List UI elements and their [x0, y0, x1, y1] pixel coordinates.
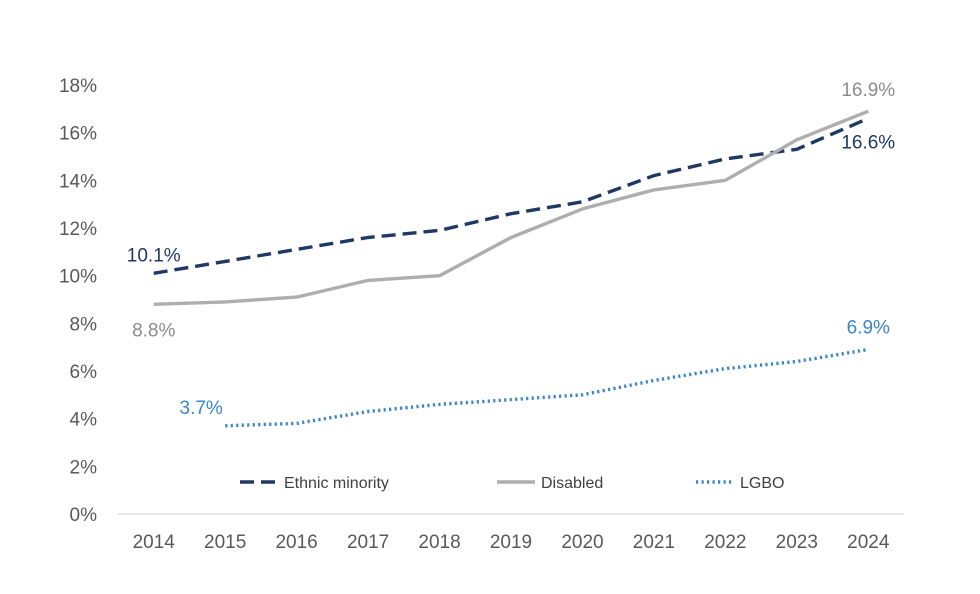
x-tick-label: 2018 — [418, 532, 460, 553]
x-tick-label: 2015 — [204, 532, 246, 553]
legend-label: LGBO — [740, 475, 784, 492]
x-tick-label: 2021 — [633, 532, 675, 553]
y-tick-label: 16% — [59, 124, 97, 145]
legend-label: Disabled — [541, 475, 603, 492]
x-tick-label: 2023 — [776, 532, 818, 553]
y-tick-label: 6% — [70, 362, 98, 383]
y-tick-label: 12% — [59, 219, 97, 240]
y-tick-label: 10% — [59, 267, 97, 288]
x-tick-label: 2016 — [275, 532, 317, 553]
x-tick-label: 2020 — [561, 532, 603, 553]
data-label: 6.9% — [847, 318, 890, 339]
y-tick-label: 8% — [70, 314, 98, 335]
y-axis-ticks: 0% 2% 4% 6% 8% 10% 12% 14% 16% 18% — [59, 76, 97, 526]
y-tick-label: 18% — [59, 76, 97, 97]
series-line-ethnic-minority — [153, 116, 869, 275]
y-tick-label: 14% — [59, 171, 97, 192]
data-label: 16.9% — [841, 80, 895, 101]
data-label: 3.7% — [180, 398, 223, 419]
x-tick-label: 2024 — [847, 532, 890, 553]
y-tick-label: 0% — [70, 505, 98, 526]
x-tick-label: 2022 — [704, 532, 746, 553]
legend: Ethnic minority Disabled LGBO — [240, 475, 784, 492]
x-tick-label: 2017 — [347, 532, 389, 553]
data-label: 8.8% — [132, 320, 175, 341]
y-tick-label: 4% — [70, 410, 98, 431]
x-axis-ticks: 2014 2015 2016 2017 2018 2019 2020 2021 2022 2023… — [133, 532, 890, 553]
x-tick-label: 2019 — [490, 532, 532, 553]
data-label: 16.6% — [841, 132, 895, 153]
legend-label: Ethnic minority — [284, 475, 389, 492]
series-line-disabled — [153, 109, 869, 306]
data-labels: 10.1% 16.6% 8.8% 16.9% 3.7% 6.9% — [127, 80, 896, 419]
y-tick-label: 2% — [70, 457, 98, 478]
x-tick-label: 2014 — [133, 532, 176, 553]
series-lines — [153, 109, 869, 428]
data-label: 10.1% — [127, 245, 181, 266]
series-line-lgbo — [225, 347, 869, 428]
